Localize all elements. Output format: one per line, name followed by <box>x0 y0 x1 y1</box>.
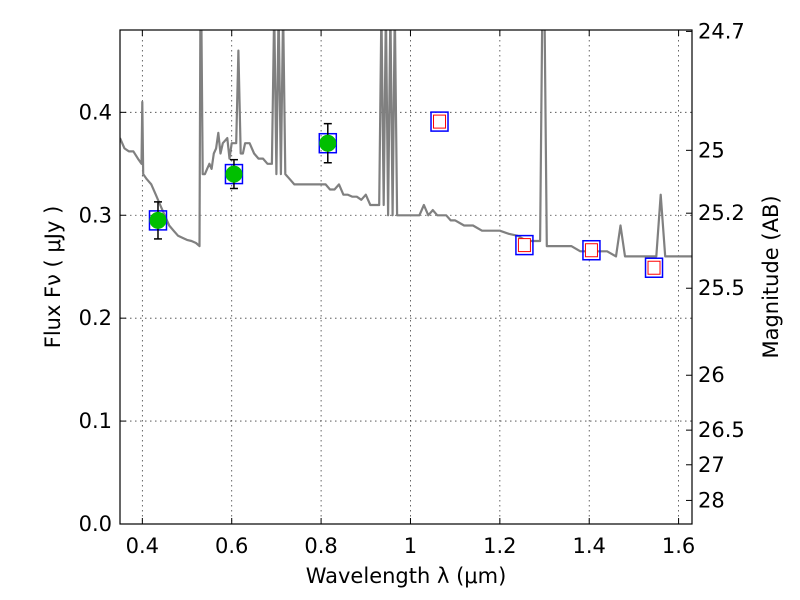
x-axis-title: Wavelength λ (μm) <box>306 564 507 588</box>
y-tick-label: 0.2 <box>79 306 112 330</box>
x-tick-label: 0.8 <box>304 534 337 558</box>
right-tick-label: 25.5 <box>698 276 745 300</box>
predicted-flux-marker <box>517 238 531 253</box>
x-tick-label: 1 <box>404 534 417 558</box>
predicted-flux-marker <box>433 114 447 129</box>
x-tick-label: 1.6 <box>662 534 695 558</box>
observed-flux-point <box>319 134 337 152</box>
plot-area <box>120 30 692 524</box>
model-spectrum-line <box>120 30 692 258</box>
right-tick-label: 24.7 <box>698 19 745 43</box>
tick-marks <box>120 30 692 525</box>
observed-flux-point <box>225 165 243 183</box>
right-tick-label: 25.2 <box>698 201 745 225</box>
x-tick-label: 1.2 <box>483 534 516 558</box>
y-tick-label: 0.3 <box>79 203 112 227</box>
y-tick-label: 0.4 <box>79 100 112 124</box>
tick-labels: 0.4 0.6 0.8 1 1.2 1.4 1.6 0.0 0.1 0.2 0.3 0.4 24.7 25… <box>79 19 745 558</box>
right-tick-label: 27 <box>698 453 725 477</box>
photometry-square-marker <box>582 239 601 261</box>
x-tick-label: 0.4 <box>126 534 159 558</box>
x-tick-label: 1.4 <box>573 534 606 558</box>
predicted-flux-marker <box>647 260 661 275</box>
y-tick-label: 0.1 <box>79 409 112 433</box>
observed-flux-point <box>149 211 167 229</box>
right-tick-label: 25 <box>698 138 725 162</box>
predicted-flux-marker <box>584 243 598 258</box>
y-tick-label: 0.0 <box>79 512 112 536</box>
y-axis-title: Flux Fν ( μJy ) <box>41 206 65 349</box>
right-tick-label: 28 <box>698 488 725 512</box>
right-tick-label: 26.5 <box>698 418 745 442</box>
photometry-square-marker <box>515 234 534 256</box>
series-layer <box>120 30 692 278</box>
right-axis-title: Magnitude (AB) <box>759 195 783 358</box>
axes-frame <box>119 29 693 525</box>
right-tick-label: 26 <box>698 363 725 387</box>
x-tick-label: 0.6 <box>215 534 248 558</box>
photometry-square-marker <box>644 257 664 278</box>
photometry-square-marker <box>430 111 449 132</box>
